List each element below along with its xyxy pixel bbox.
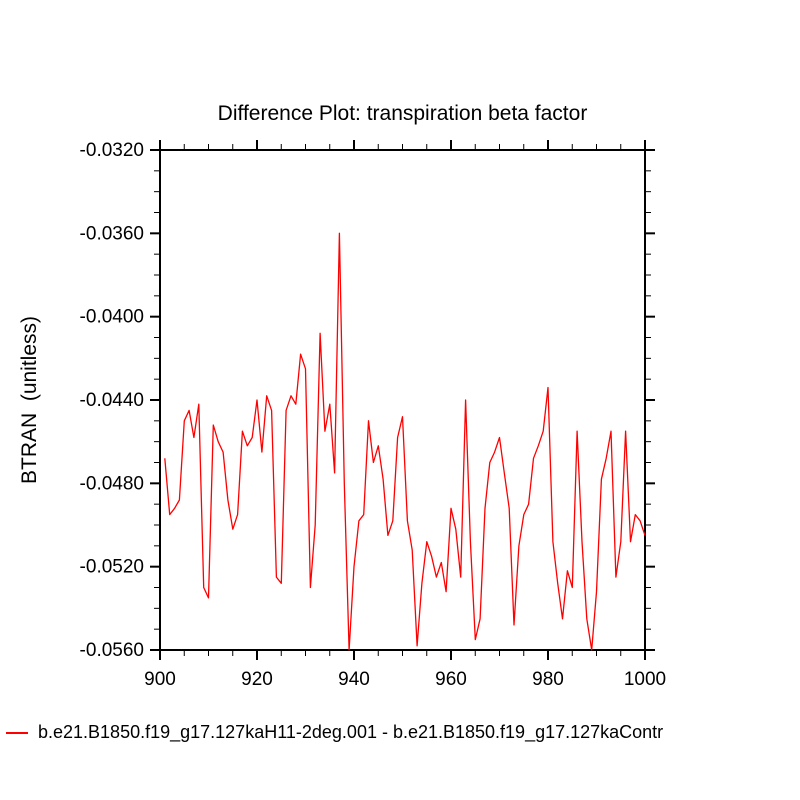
y-tick-label: -0.0480 (80, 473, 144, 494)
legend-label: b.e21.B1850.f19_g17.127kaH11-2deg.001 - … (38, 722, 664, 742)
x-tick-label: 940 (338, 669, 370, 690)
y-tick-label: -0.0320 (80, 140, 144, 161)
x-tick-label: 920 (241, 669, 273, 690)
tick-labels: 900 920 940 960 980 1000 -0.0320 -0.0360 -0.0400… (80, 140, 667, 690)
y-tick-label: -0.0440 (80, 390, 144, 411)
y-tick-label: -0.0520 (80, 557, 144, 578)
chart-title: Difference Plot: transpiration beta fact… (217, 102, 588, 125)
y-tick-label: -0.0400 (80, 307, 144, 328)
x-tick-label: 1000 (624, 669, 666, 690)
x-tick-label: 980 (532, 669, 564, 690)
legend: b.e21.B1850.f19_g17.127kaH11-2deg.001 - … (6, 722, 800, 743)
major-ticks (150, 140, 655, 660)
x-tick-label: 960 (435, 669, 467, 690)
x-tick-label: 900 (144, 669, 176, 690)
y-tick-label: -0.0360 (80, 223, 144, 244)
y-tick-label: -0.0560 (80, 640, 144, 661)
legend-line-swatch (6, 731, 28, 734)
data-line (164, 232, 646, 651)
minor-ticks (154, 144, 651, 656)
